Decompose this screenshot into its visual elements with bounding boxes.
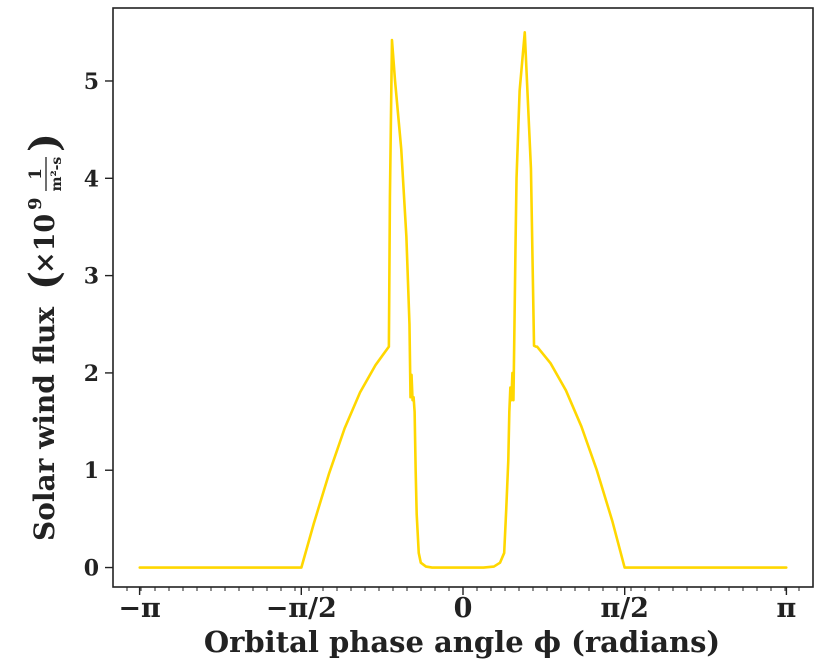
- y-axis-unit-close-paren: ): [21, 133, 68, 152]
- y-axis-title-main: Solar wind flux: [28, 307, 61, 541]
- x-tick-label: −π: [118, 593, 160, 624]
- y-axis-unit-times: ×10: [30, 214, 61, 274]
- series-line: [138, 31, 788, 569]
- x-tick-label: π/2: [600, 593, 648, 624]
- x-tick-label: −π/2: [266, 593, 337, 624]
- y-tick-label: 1: [84, 458, 99, 484]
- y-axis-unit-denominator: m²-s: [49, 157, 65, 192]
- plot-frame: [112, 7, 814, 588]
- y-tick-label: 4: [84, 166, 99, 192]
- y-axis-unit-open-paren: (: [21, 271, 68, 290]
- y-axis-ticks: 0 1 2 3 4 5: [84, 69, 113, 582]
- y-tick-label: 3: [84, 264, 99, 290]
- y-tick-label: 0: [84, 556, 99, 582]
- y-axis-unit-numerator: 1: [26, 168, 46, 180]
- y-tick-label: 2: [84, 361, 99, 387]
- series-layer: [138, 31, 788, 569]
- x-tick-label: 0: [454, 593, 473, 624]
- y-axis-title: Solar wind flux ( ×10 9 1 m²-s ): [21, 133, 68, 541]
- y-tick-label: 5: [84, 69, 99, 95]
- y-axis-unit-exponent: 9: [25, 197, 46, 210]
- x-axis-title: Orbital phase angle ϕ (radians): [204, 625, 720, 659]
- x-tick-label: π: [777, 593, 797, 624]
- x-axis-ticks: −π −π/2 0 π/2 π: [118, 587, 796, 624]
